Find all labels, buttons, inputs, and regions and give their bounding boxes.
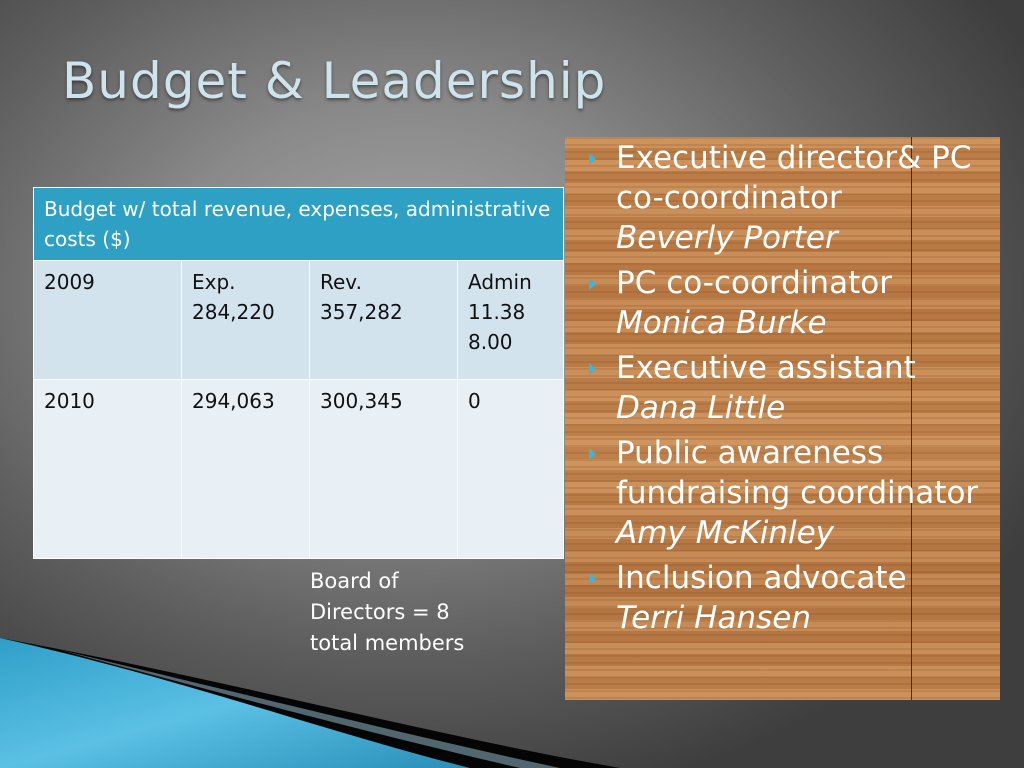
revenue-cell: 300,345 [309, 379, 458, 559]
person-name: Beverly Porter [616, 220, 838, 256]
wood-texture-panel [565, 137, 1000, 700]
table-row: 2009 Exp. 284,220 Rev. 357,282 Admin 11.… [33, 260, 565, 380]
person-name: Terri Hansen [616, 600, 811, 636]
cell-text: Exp. [192, 270, 236, 294]
cell-text: 284,220 [192, 300, 275, 324]
list-item: Executive assistant Dana Little [585, 348, 995, 428]
role-label: Executive assistant [616, 350, 916, 386]
bullet-arrow-icon [589, 278, 596, 290]
role-label: Executive director& PC co-coordinator [616, 140, 972, 216]
board-of-directors-note: Board of Directors = 8 total members [310, 569, 465, 655]
expenses-cell: Exp. 284,220 [181, 260, 310, 380]
decorative-wave [0, 638, 620, 768]
table-header-cell: Budget w/ total revenue, expenses, admin… [32, 187, 565, 261]
role-label: PC co-coordinator [616, 265, 892, 301]
revenue-cell: Rev. 357,282 [309, 260, 458, 380]
list-item: PC co-coordinator Monica Burke [585, 263, 995, 343]
leadership-list: Executive director& PC co-coordinator Be… [585, 138, 995, 643]
admin-cell: Admin 11.38 8.00 [456, 260, 565, 380]
expenses-cell: 294,063 [181, 379, 310, 559]
list-item: Public awareness fundraising coordinator… [585, 433, 995, 553]
role-label: Public awareness fundraising coordinator [616, 435, 979, 511]
cell-text: 300,345 [320, 389, 403, 413]
person-name: Dana Little [616, 390, 786, 426]
cell-text: 294,063 [192, 389, 275, 413]
list-item: Inclusion advocate Terri Hansen [585, 558, 995, 638]
slide-title: Budget & Leadership [62, 52, 607, 110]
cell-text: Rev. [320, 270, 362, 294]
bullet-arrow-icon [589, 363, 596, 375]
cell-text: Admin [468, 270, 532, 294]
cell-text: 8.00 [468, 330, 513, 354]
admin-cell: 0 [456, 379, 565, 559]
table-header-row: Budget w/ total revenue, expenses, admin… [32, 187, 565, 261]
cell-text: 357,282 [320, 300, 403, 324]
role-label: Inclusion advocate [616, 560, 907, 596]
person-name: Monica Burke [616, 305, 827, 341]
year-cell: 2010 [33, 379, 182, 559]
person-name: Amy McKinley [616, 515, 835, 551]
year-cell: 2009 [33, 260, 182, 380]
bullet-arrow-icon [589, 573, 596, 585]
cell-text: 0 [468, 389, 481, 413]
list-item: Executive director& PC co-coordinator Be… [585, 138, 995, 258]
cell-text: 2010 [44, 389, 95, 413]
bullet-arrow-icon [589, 153, 596, 165]
cell-text: 11.38 [468, 300, 526, 324]
budget-table: Budget w/ total revenue, expenses, admin… [32, 187, 565, 559]
cell-text: 2009 [44, 270, 95, 294]
bullet-arrow-icon [589, 448, 596, 460]
wood-panel-seam [911, 137, 912, 700]
table-row: 2010 294,063 300,345 0 [33, 379, 565, 559]
